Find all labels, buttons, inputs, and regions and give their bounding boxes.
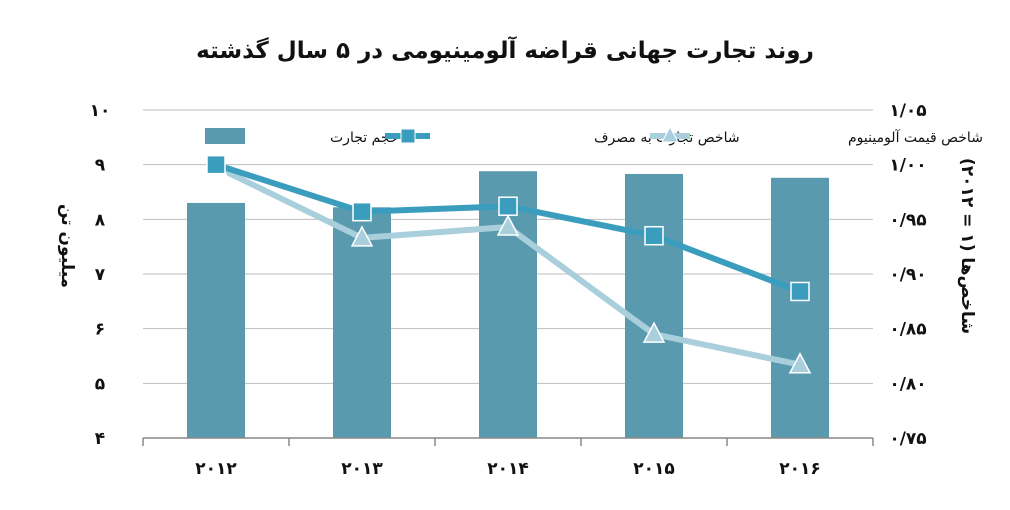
bar [187, 202, 245, 438]
data-point-square [644, 225, 664, 246]
y-tick-label-right: ۰/۸۵ [889, 320, 926, 340]
y-tick-label-left: ۷ [95, 265, 106, 285]
legend-label-bar: حجم تجارت [330, 130, 399, 146]
data-point-square [206, 154, 226, 175]
data-point-triangle [788, 352, 812, 374]
y-tick-label-right: ۰/۸۰ [889, 374, 926, 394]
y-tick-label-right: ۰/۹۰ [889, 265, 926, 285]
bar [771, 177, 829, 438]
y-tick-label-right: ۰/۹۵ [889, 210, 926, 230]
legend-marker-triangle [661, 125, 679, 143]
y-tick-label-left: ۴ [95, 429, 105, 449]
legend-marker-square [400, 128, 416, 144]
bar [625, 173, 683, 438]
data-point-square [790, 281, 810, 302]
x-tick-label: ۲۰۱۵ [633, 459, 675, 479]
data-point-triangle [350, 225, 374, 247]
data-point-triangle [642, 321, 666, 343]
x-tick-label: ۲۰۱۴ [487, 459, 529, 479]
data-point-triangle [496, 214, 520, 236]
x-tick-label: ۲۰۱۳ [341, 459, 383, 479]
y-axis-right: ۰/۷۵ ۰/۸۰ ۰/۸۵ ۰/۹۰ ۰/۹۵ ۱/۰۰ ۱/۰۵ [889, 101, 926, 449]
y-axis-left: ۴ ۵ ۶ ۷ ۸ ۹ ۱۰ [90, 101, 111, 449]
line-series [204, 154, 812, 374]
legend: حجم تجارت شاخص تجارت به مصرف شاخص قیمت آ… [205, 125, 983, 146]
legend-label-line-2: شاخص قیمت آلومینیوم [848, 129, 983, 146]
y-tick-label-left: ۱۰ [90, 101, 111, 121]
y-tick-label-right: ۱/۰۰ [889, 156, 926, 176]
y-tick-label-left: ۵ [95, 374, 105, 394]
y-tick-label-left: ۸ [95, 210, 106, 230]
x-tick-label: ۲۰۱۶ [779, 459, 821, 479]
y-axis-left-label: میلیون تن [57, 204, 77, 288]
y-tick-label-left: ۶ [95, 320, 105, 340]
chart-title: روند تجارت جهانی قراضه آلومینیومی در ۵ س… [196, 35, 814, 64]
data-point-square [352, 201, 372, 222]
legend-swatch-bar [205, 128, 245, 144]
y-axis-right-label: شاخص‌ها (۱ = ۲۰۱۲) [957, 158, 977, 334]
y-tick-label-right: ۰/۷۵ [889, 429, 926, 449]
y-tick-label-right: ۱/۰۵ [889, 101, 926, 121]
x-tick-label: ۲۰۱۲ [195, 459, 237, 479]
y-tick-label-left: ۹ [95, 156, 106, 176]
data-point-square [498, 196, 518, 216]
x-axis: ۲۰۱۲ ۲۰۱۳ ۲۰۱۴ ۲۰۱۵ ۲۰۱۶ [142, 437, 874, 479]
